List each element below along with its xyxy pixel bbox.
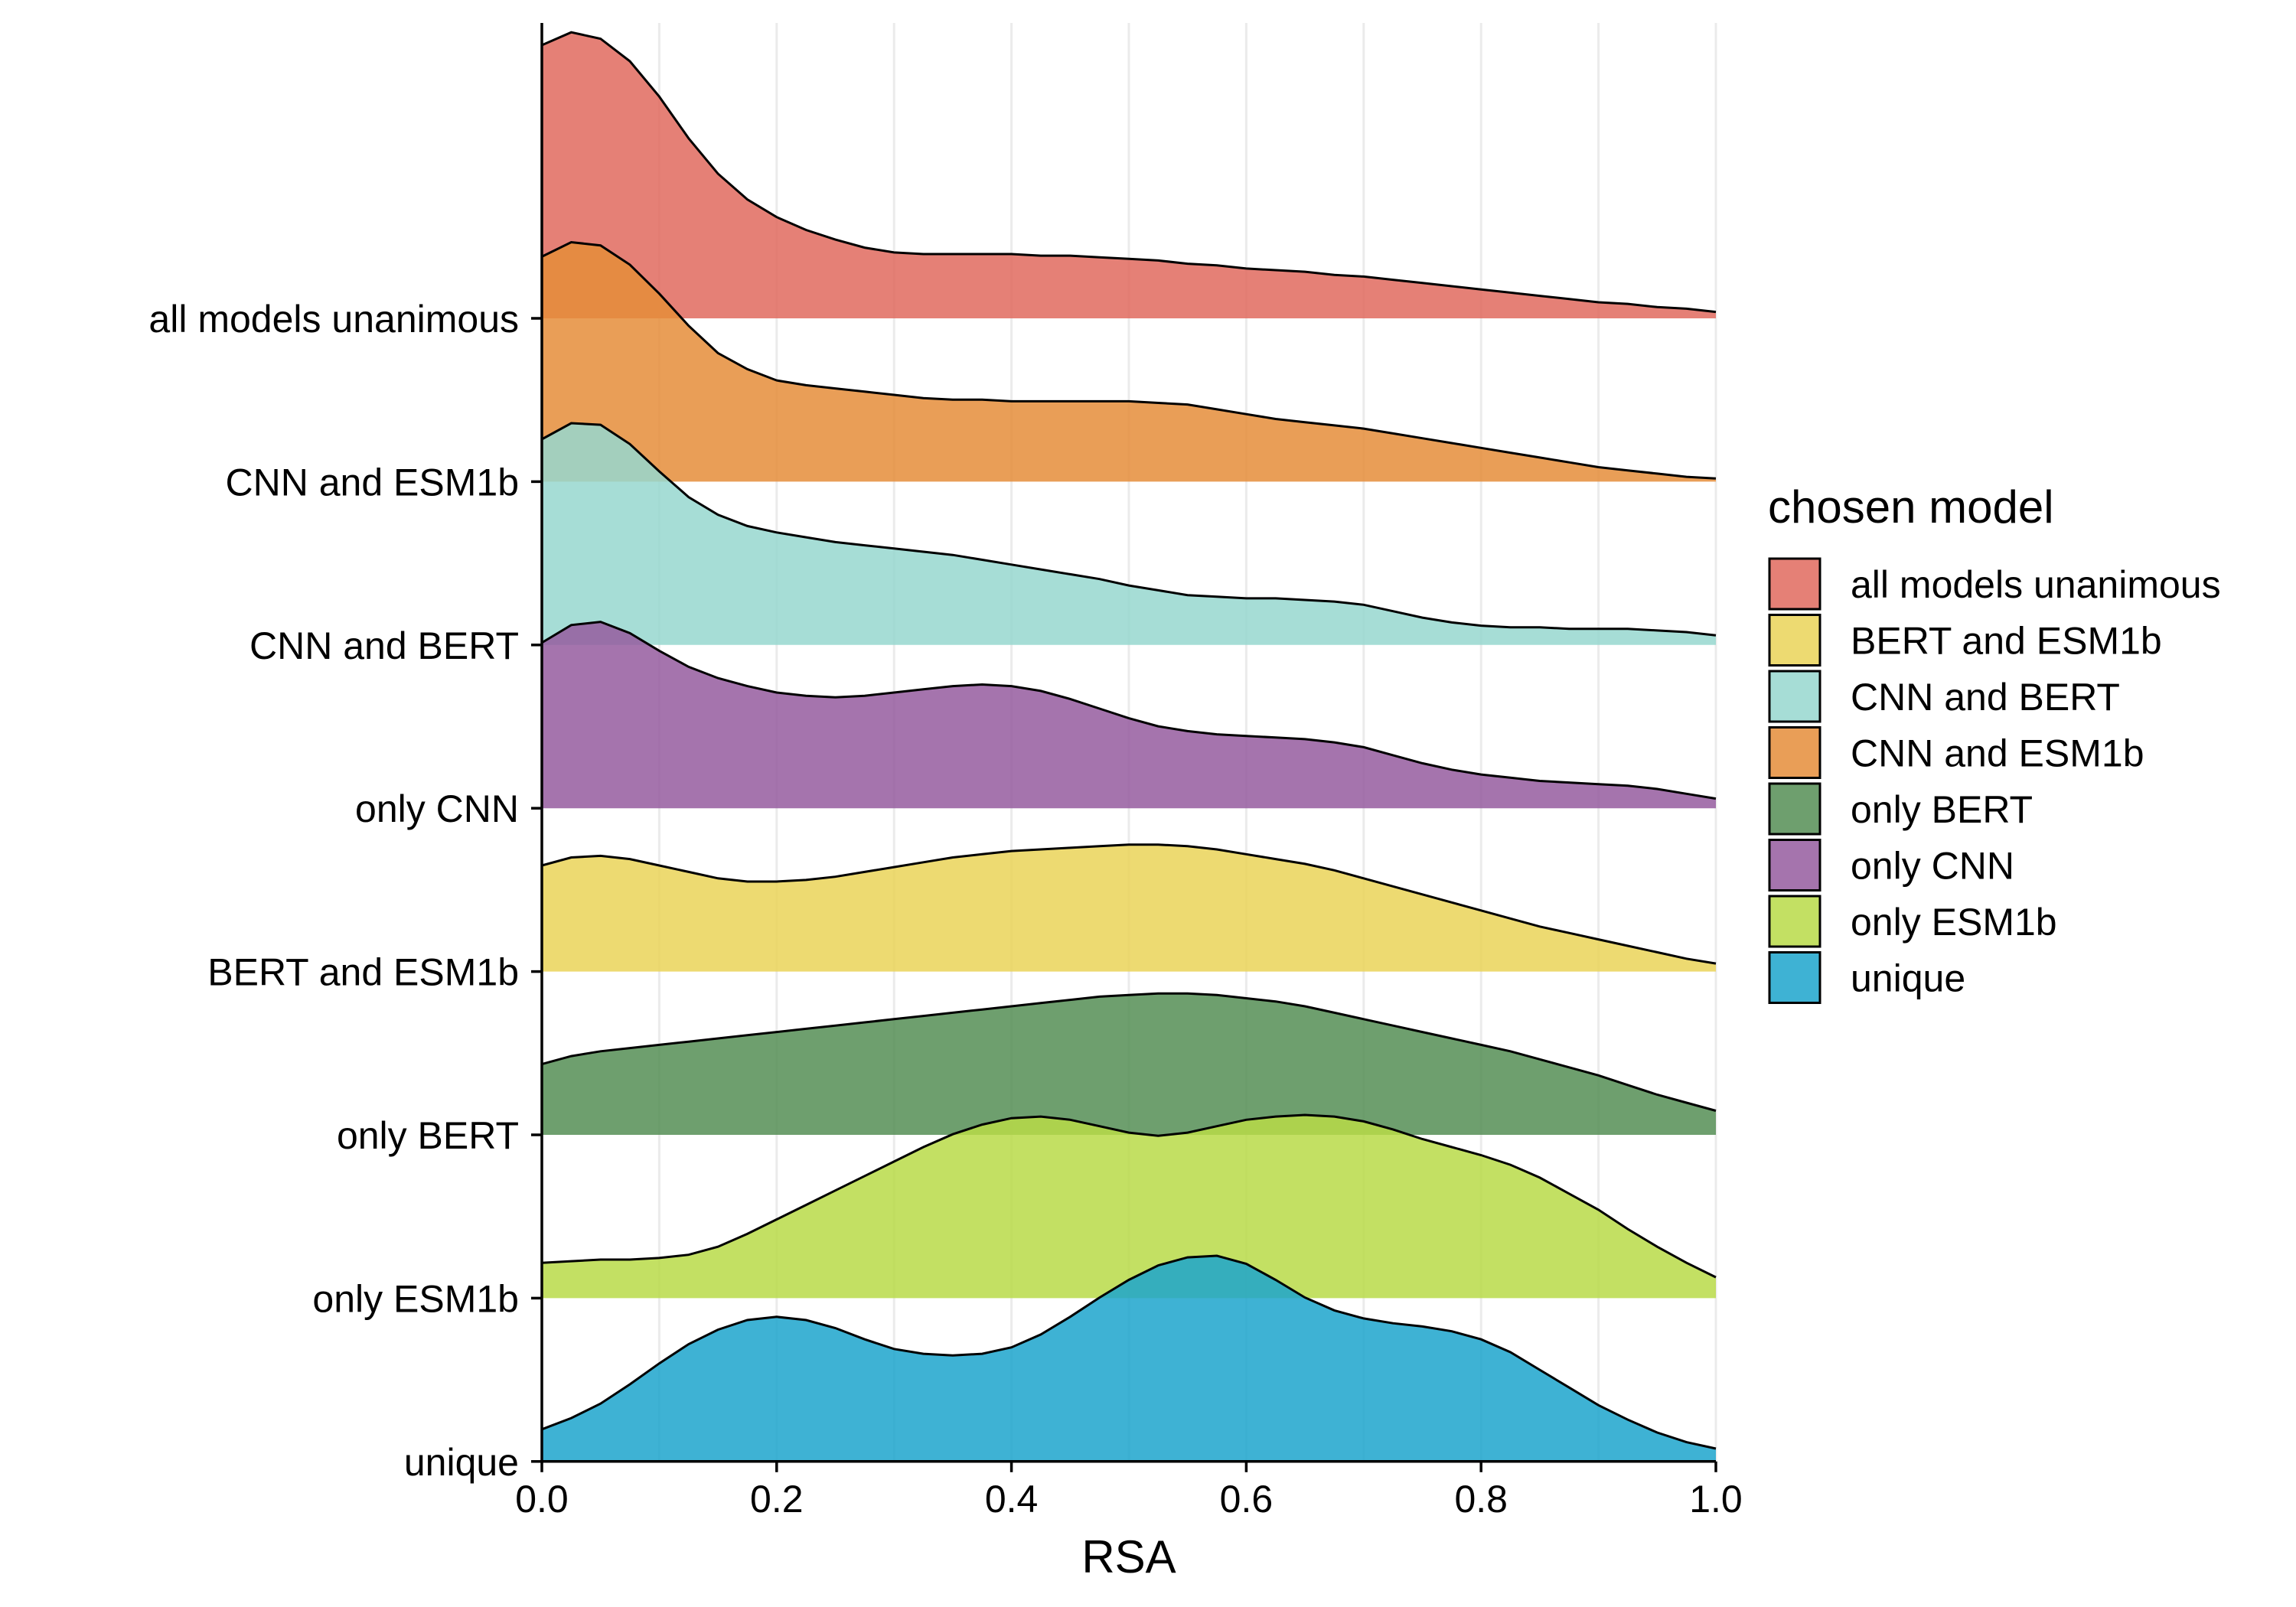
y-tick-label: CNN and BERT [249,624,519,667]
legend-key [1768,670,1821,723]
ridge-fill-unique [542,1256,1716,1462]
ridge-outline-only-esm1b [541,1113,1717,1279]
legend-label: all models unanimous [1851,563,2221,606]
ridge-fill-only-cnn [542,621,1716,809]
y-tick-label: BERT and ESM1b [207,951,519,994]
y-tick-label: CNN and ESM1b [226,461,520,504]
legend-label: unique [1851,957,1965,1000]
ridge-outline-bert-and-esm1b [541,843,1717,965]
legend-key [1768,895,1821,948]
x-tick-label: 0.0 [515,1478,569,1521]
ridge-outline-cnn-and-esm1b [541,240,1717,480]
legend-key [1768,614,1821,667]
y-tick-label: only CNN [355,787,519,830]
x-axis-title: RSA [1081,1531,1176,1583]
density-ridges [541,31,1717,1462]
legend-label: BERT and ESM1b [1851,620,2162,663]
ridge-fill-all-models-unanimous [542,32,1716,318]
legend-label: CNN and BERT [1851,676,2120,719]
legend-label: CNN and ESM1b [1851,732,2144,775]
legend-key [1768,726,1821,779]
legend-label: only CNN [1851,845,2014,888]
legend-key [1768,557,1821,611]
axes: all models unanimous CNN and ESM1b CNN and… [148,23,1743,1521]
legend: chosen model all models unanimous BERT an… [1768,481,2221,1004]
ridge-fill-only-bert [542,993,1716,1135]
legend-title: chosen model [1768,481,2054,533]
ridge-outline-only-cnn [541,621,1717,800]
legend-label: only BERT [1851,788,2033,831]
ridge-fill-cnn-and-esm1b [542,242,1716,482]
x-tick-label: 0.6 [1220,1478,1274,1521]
legend-key [1768,839,1821,892]
x-tick-label: 0.8 [1454,1478,1508,1521]
legend-label: only ESM1b [1851,901,2057,944]
y-tick-label: only BERT [337,1114,519,1157]
ridge-outline-unique [541,1254,1717,1450]
ridge-outline-only-bert [541,992,1717,1112]
ridge-outline-all-models-unanimous [541,31,1717,314]
y-tick-label: only ESM1b [312,1277,519,1320]
ridge-fill-only-esm1b [542,1115,1716,1299]
x-tick-label: 0.4 [985,1478,1039,1521]
ridge-outline-cnn-and-bert [541,422,1717,637]
y-tick-label: all models unanimous [148,298,519,341]
y-tick-label: unique [404,1441,519,1484]
legend-key [1768,951,1821,1004]
x-tick-label: 1.0 [1689,1478,1743,1521]
x-tick-label: 0.2 [750,1478,804,1521]
ridge-fill-cnn-and-bert [542,423,1716,645]
ridge-fill-bert-and-esm1b [542,844,1716,972]
legend-key [1768,782,1821,836]
